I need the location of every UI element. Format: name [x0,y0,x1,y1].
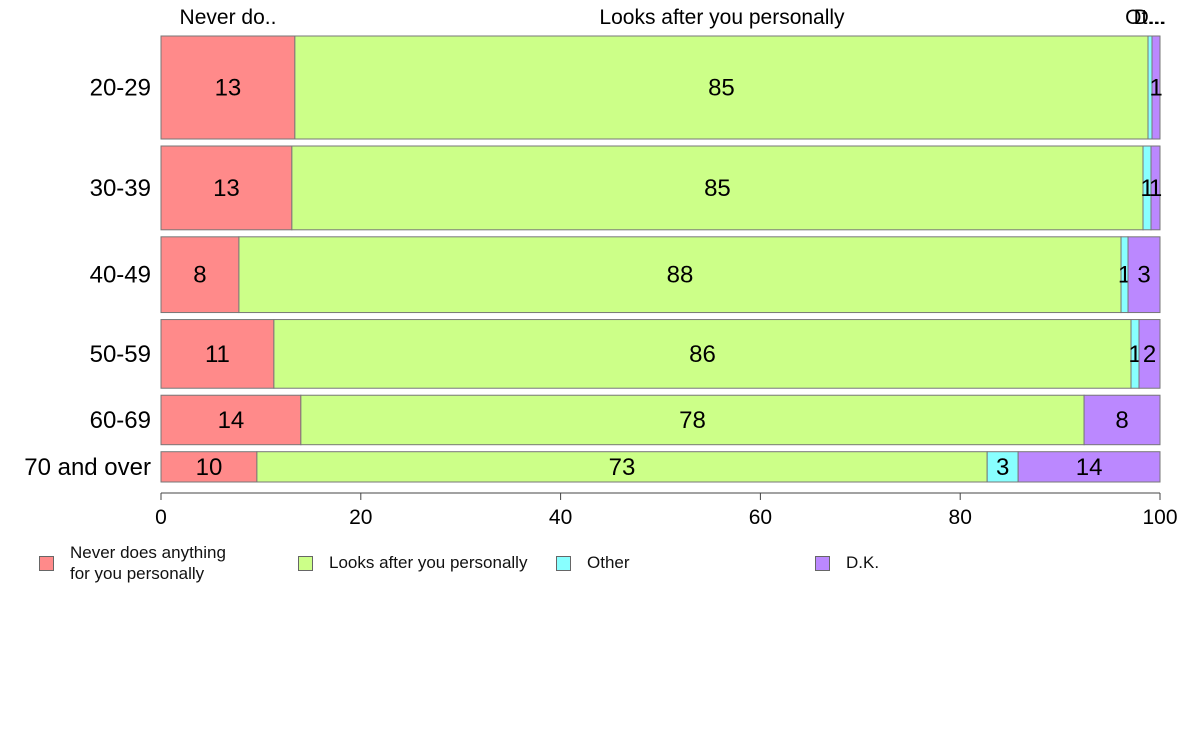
top-labels: Never do.. Looks after you personally Ot..… [180,6,1167,29]
row-labels: 20-29 30-39 40-49 50-59 60-69 70 and over [24,75,151,481]
data-label: 14 [218,407,245,434]
bar-segment [1017,451,1161,483]
data-label: 1 [1128,341,1141,368]
bar-segment [160,236,240,314]
bar-segment [273,319,1132,389]
data-label: 73 [609,454,636,481]
legend-item: Looks after you personally [298,552,527,573]
legend-item: Other [556,552,630,573]
bars: 13 85 113 85 118 88 1 311 86 1 214 78 810 73 3 14 [160,35,1163,483]
bar-segment [160,145,293,231]
legend: Never does anything for you personally Lo… [0,542,1188,592]
row-label: 50-59 [90,341,151,368]
legend-swatch [556,556,571,571]
bar-segment [160,451,258,483]
top-label: Never do.. [180,6,277,29]
x-tick-label: 60 [749,506,772,529]
row-label: 30-39 [90,175,151,202]
data-label: 3 [1137,262,1150,289]
bar-segment [1150,145,1161,231]
data-label: 14 [1076,454,1103,481]
top-label: D... [1134,6,1167,29]
data-label: 85 [708,75,735,102]
bar-segment [256,451,988,483]
data-label: 1 [1149,175,1162,202]
x-tick-label: 20 [349,506,372,529]
x-tick-label: 100 [1142,506,1177,529]
legend-swatch [39,556,54,571]
x-axis: 0 20 40 60 80 100 [155,492,1178,529]
data-label: 2 [1143,341,1156,368]
top-label: Ot... [1125,6,1165,29]
legend-item: Never does anything for you personally [39,542,226,584]
data-label: 8 [193,262,206,289]
legend-swatch [815,556,830,571]
bar-segment [160,394,302,446]
legend-label: Never does anything for you personally [70,543,226,583]
bar-segment [300,394,1085,446]
bar-segment [1127,236,1161,314]
legend-label: Looks after you personally [329,553,528,572]
row-label: 40-49 [90,262,151,289]
data-label: 8 [1115,407,1128,434]
x-tick-label: 0 [155,506,167,529]
data-label: 86 [689,341,716,368]
bar-segment [1151,35,1161,140]
bar-segment [1083,394,1161,446]
legend-swatch [298,556,313,571]
data-label: 1 [1140,175,1153,202]
data-label: 1 [1149,75,1162,102]
data-label: 11 [205,341,230,368]
x-tick-label: 80 [949,506,972,529]
bar-segment [160,319,275,389]
legend-label: D.K. [846,553,880,572]
data-label: 13 [213,175,240,202]
bar-segment [986,451,1019,483]
row-label: 60-69 [90,407,151,434]
bar-segment [238,236,1122,314]
bar-segment [294,35,1149,140]
data-label: 85 [704,175,731,202]
row-label: 70 and over [24,454,151,481]
row-label: 20-29 [90,75,151,102]
data-label: 10 [196,454,223,481]
x-tick-label: 40 [549,506,572,529]
data-label: 88 [667,262,694,289]
bar-segment [1138,319,1161,389]
data-label: 78 [679,407,706,434]
legend-item: D.K. [815,552,879,573]
bar-segment [291,145,1144,231]
legend-label: Other [587,553,630,572]
data-label: 13 [215,75,242,102]
top-label: Looks after you personally [599,6,845,29]
data-label: 3 [996,454,1009,481]
